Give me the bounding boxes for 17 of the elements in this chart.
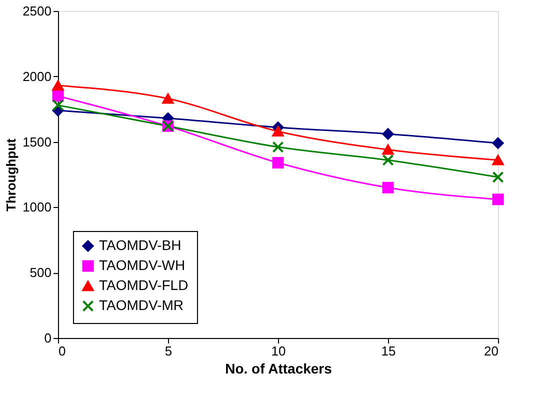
x-tick-label: 0 xyxy=(58,344,66,358)
y-tick-label: 500 xyxy=(30,265,52,280)
y-tick-label: 0 xyxy=(44,330,52,346)
y-tick-label: 1500 xyxy=(22,134,52,150)
legend-label: TAOMDV-WH xyxy=(99,257,186,273)
y-tick-label: 2500 xyxy=(22,4,52,18)
x-tick-label: 10 xyxy=(271,344,286,358)
legend-label: TAOMDV-BH xyxy=(99,237,182,253)
y-tick-label: 1000 xyxy=(22,200,52,215)
legend-label: TAOMDV-FLD xyxy=(99,277,188,293)
x-tick-label: 20 xyxy=(484,344,498,358)
legend-label: TAOMDV-MR xyxy=(99,297,184,313)
y-axis-title: Throughput xyxy=(4,138,19,212)
x-axis-title: No. of Attackers xyxy=(225,360,332,376)
y-tick-label: 2000 xyxy=(22,68,52,84)
x-tick-label: 15 xyxy=(381,344,396,358)
x-tick-label: 5 xyxy=(164,344,172,358)
